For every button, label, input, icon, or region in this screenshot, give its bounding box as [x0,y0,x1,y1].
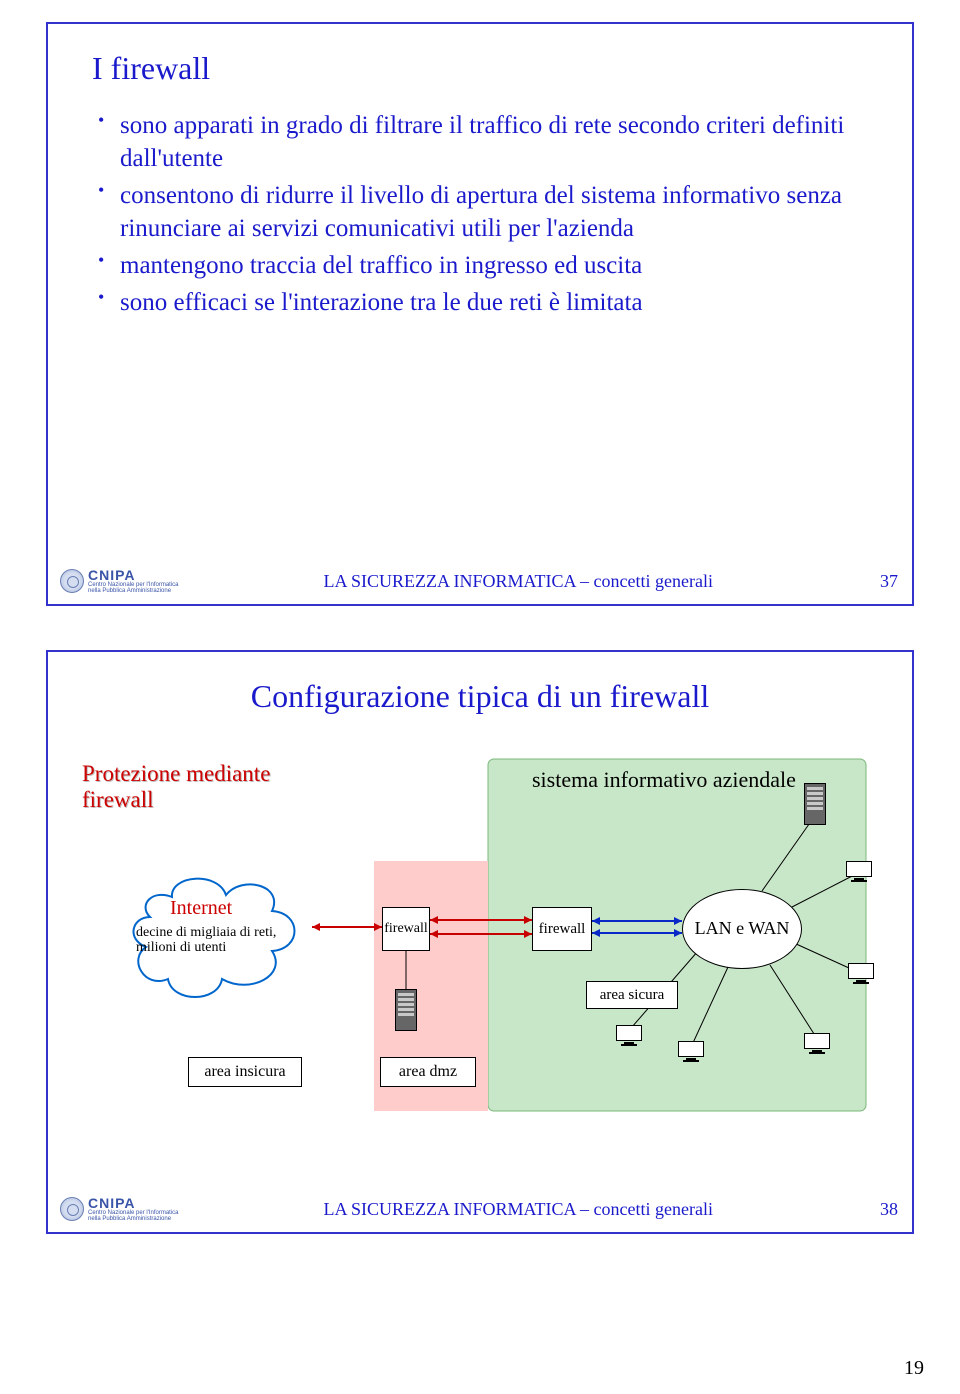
sia-title-label: sistema informativo aziendale [532,767,796,793]
slide1-footer: CNIPA Centro Nazionale per l'Informatica… [48,564,912,604]
firewall-diagram: Protezione mediante firewall Internet de… [92,737,868,1147]
slide1-title: I firewall [92,50,868,87]
logo-name: CNIPA [88,568,179,582]
dmz-server-icon [395,989,417,1031]
internet-sub-label: decine di migliaia di reti, milioni di u… [136,925,304,956]
slide1-page-num: 37 [858,571,898,592]
logo-sub2: nella Pubblica Amministrazione [88,1216,179,1222]
bullet-item: sono apparati in grado di filtrare il tr… [96,109,868,175]
slide-1: I firewall sono apparati in grado di fil… [46,22,914,606]
lanwan-ellipse: LAN e WAN [682,889,802,969]
slide2-footer-text: LA SICUREZZA INFORMATICA – concetti gene… [179,1199,858,1220]
bullet-item: consentono di ridurre il livello di aper… [96,179,868,245]
monitor-icon [616,1025,642,1047]
slide1-bullets: sono apparati in grado di filtrare il tr… [96,109,868,319]
logo-sub2: nella Pubblica Amministrazione [88,588,179,594]
slide2-page-num: 38 [858,1199,898,1220]
outer-page-number: 19 [904,1357,924,1380]
logo-emblem-icon [60,1197,84,1221]
internet-label: Internet [170,897,232,920]
monitor-icon [678,1041,704,1063]
bullet-item: mantengono traccia del traffico in ingre… [96,249,868,282]
monitor-icon [846,861,872,883]
logo-emblem-icon [60,569,84,593]
firewall2-box: firewall [532,907,592,951]
slide2-footer: CNIPA Centro Nazionale per l'Informatica… [48,1192,912,1232]
slide2-title: Configurazione tipica di un firewall [92,678,868,715]
cnipa-logo: CNIPA Centro Nazionale per l'Informatica… [60,568,179,594]
monitor-icon [848,963,874,985]
slide-2: Configurazione tipica di un firewall [46,650,914,1234]
area-sicura-box: area sicura [586,981,678,1009]
monitor-icon [804,1033,830,1055]
protezione-label: Protezione mediante firewall [82,761,302,814]
bullet-item: sono efficaci se l'interazione tra le du… [96,286,868,319]
slide1-footer-text: LA SICUREZZA INFORMATICA – concetti gene… [179,571,858,592]
cnipa-logo: CNIPA Centro Nazionale per l'Informatica… [60,1196,179,1222]
logo-name: CNIPA [88,1196,179,1210]
server-icon [804,783,826,825]
area-dmz-box: area dmz [380,1057,476,1087]
area-insicura-box: area insicura [188,1057,302,1087]
firewall1-box: firewall [382,907,430,951]
